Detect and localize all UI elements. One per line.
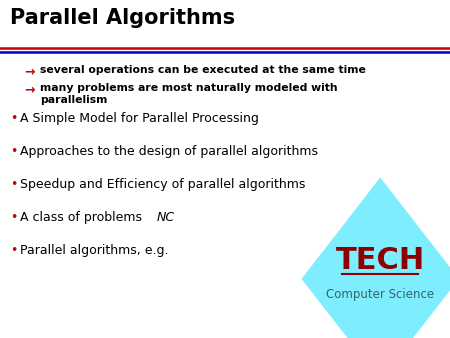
Text: •: • [10,211,18,224]
Text: TECH: TECH [336,246,425,275]
Text: Parallel algorithms, e.g.: Parallel algorithms, e.g. [20,244,168,257]
Text: Approaches to the design of parallel algorithms: Approaches to the design of parallel alg… [20,145,318,158]
Text: •: • [10,244,18,257]
Text: →: → [25,65,35,78]
Text: NC: NC [157,211,175,224]
Text: A Simple Model for Parallel Processing: A Simple Model for Parallel Processing [20,112,259,125]
Text: →: → [25,83,35,96]
Text: many problems are most naturally modeled with
parallelism: many problems are most naturally modeled… [40,83,338,104]
Text: several operations can be executed at the same time: several operations can be executed at th… [40,65,366,75]
Text: Computer Science: Computer Science [326,288,434,301]
Text: Parallel Algorithms: Parallel Algorithms [10,8,235,28]
Text: •: • [10,112,18,125]
Text: •: • [10,178,18,191]
Text: Speedup and Efficiency of parallel algorithms: Speedup and Efficiency of parallel algor… [20,178,306,191]
Polygon shape [302,177,450,338]
Text: A class of problems: A class of problems [20,211,146,224]
Text: •: • [10,145,18,158]
